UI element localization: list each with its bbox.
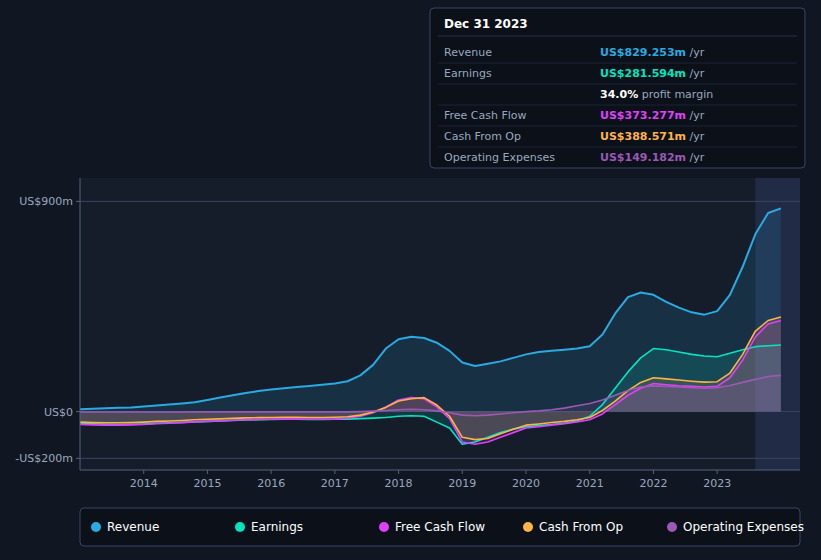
legend-swatch — [379, 522, 389, 532]
y-tick-label: US$900m — [19, 195, 73, 208]
info-row-suffix: /yr — [686, 46, 705, 59]
x-tick-label: 2015 — [193, 477, 221, 490]
series-line — [80, 345, 781, 444]
info-box-frame — [430, 8, 805, 168]
legend-item: Revenue — [91, 520, 159, 534]
x-tick-label: 2019 — [448, 477, 476, 490]
info-row-label: Cash From Op — [444, 130, 521, 143]
x-tick-label: 2016 — [257, 477, 285, 490]
x-tick — [207, 470, 208, 474]
legend-label: Revenue — [107, 520, 159, 534]
legend-label: Cash From Op — [539, 520, 623, 534]
y-tick-label: US$0 — [44, 406, 73, 419]
x-axis-line — [80, 470, 800, 471]
info-row-suffix: /yr — [686, 109, 705, 122]
info-row-suffix: profit margin — [638, 88, 713, 101]
y-tick-label: -US$200m — [15, 452, 73, 465]
legend-item: Operating Expenses — [667, 520, 804, 534]
x-tick — [462, 470, 463, 474]
series-line — [80, 317, 781, 440]
legend-swatch — [91, 522, 101, 532]
legend-label: Free Cash Flow — [395, 520, 485, 534]
x-tick — [398, 470, 399, 474]
legend-item: Free Cash Flow — [379, 520, 485, 534]
info-row-divider — [438, 63, 797, 64]
grid-line — [80, 458, 800, 459]
y-axis-line — [80, 178, 81, 470]
x-tick-label: 2014 — [130, 477, 158, 490]
info-row-suffix: /yr — [686, 151, 705, 164]
info-row-value: US$281.594m — [600, 67, 686, 80]
x-tick-label: 2018 — [385, 477, 413, 490]
x-tick-label: 2022 — [639, 477, 667, 490]
x-tick-label: 2023 — [703, 477, 731, 490]
info-row-value: US$388.571m — [600, 130, 686, 143]
legend-swatch — [523, 522, 533, 532]
info-row-value: 34.0% — [600, 88, 638, 101]
info-box-divider — [438, 36, 797, 37]
x-tick-label: 2020 — [512, 477, 540, 490]
info-row-label: Revenue — [444, 46, 492, 59]
series-line — [80, 320, 781, 444]
area-fill — [80, 345, 781, 444]
x-tick-label: 2021 — [576, 477, 604, 490]
x-tick — [717, 470, 718, 474]
info-box-title: Dec 31 2023 — [444, 17, 528, 31]
legend-item: Earnings — [235, 520, 303, 534]
x-tick — [143, 470, 144, 474]
x-tick — [589, 470, 590, 474]
info-row-label: Earnings — [444, 67, 492, 80]
info-row-suffix: /yr — [686, 130, 705, 143]
info-row-divider — [438, 84, 797, 85]
info-row-divider — [438, 147, 797, 148]
y-tick — [76, 411, 80, 412]
plot-background — [80, 178, 800, 470]
legend-item: Cash From Op — [523, 520, 623, 534]
y-tick — [76, 201, 80, 202]
area-fill — [80, 317, 781, 440]
y-tick — [76, 458, 80, 459]
series-line — [80, 375, 781, 415]
x-tick — [653, 470, 654, 474]
info-row-value: US$149.182m — [600, 151, 686, 164]
plot-area — [80, 178, 800, 470]
info-row-divider — [438, 105, 797, 106]
x-tick-label: 2017 — [321, 477, 349, 490]
x-tick — [334, 470, 335, 474]
legend-label: Earnings — [251, 520, 303, 534]
info-box: Dec 31 2023 Revenue US$829.253m /yr Earning… — [430, 8, 805, 168]
info-row-label: Free Cash Flow — [444, 109, 527, 122]
legend-swatch — [667, 522, 677, 532]
x-tick — [526, 470, 527, 474]
grid-line — [80, 201, 800, 202]
info-row-value: US$373.277m — [600, 109, 686, 122]
chart: -US$200m US$0 US$900m 2014 2015 2016 2017 2018 2… — [0, 0, 821, 560]
info-row-label: Operating Expenses — [444, 151, 555, 164]
area-fill — [80, 375, 781, 415]
legend-swatch — [235, 522, 245, 532]
info-row-divider — [438, 126, 797, 127]
x-tick — [271, 470, 272, 474]
legend: Revenue Earnings Free Cash Flow Cash From O… — [80, 508, 804, 546]
legend-label: Operating Expenses — [683, 520, 804, 534]
info-row-suffix: /yr — [686, 67, 705, 80]
info-row-value: US$829.253m — [600, 46, 686, 59]
